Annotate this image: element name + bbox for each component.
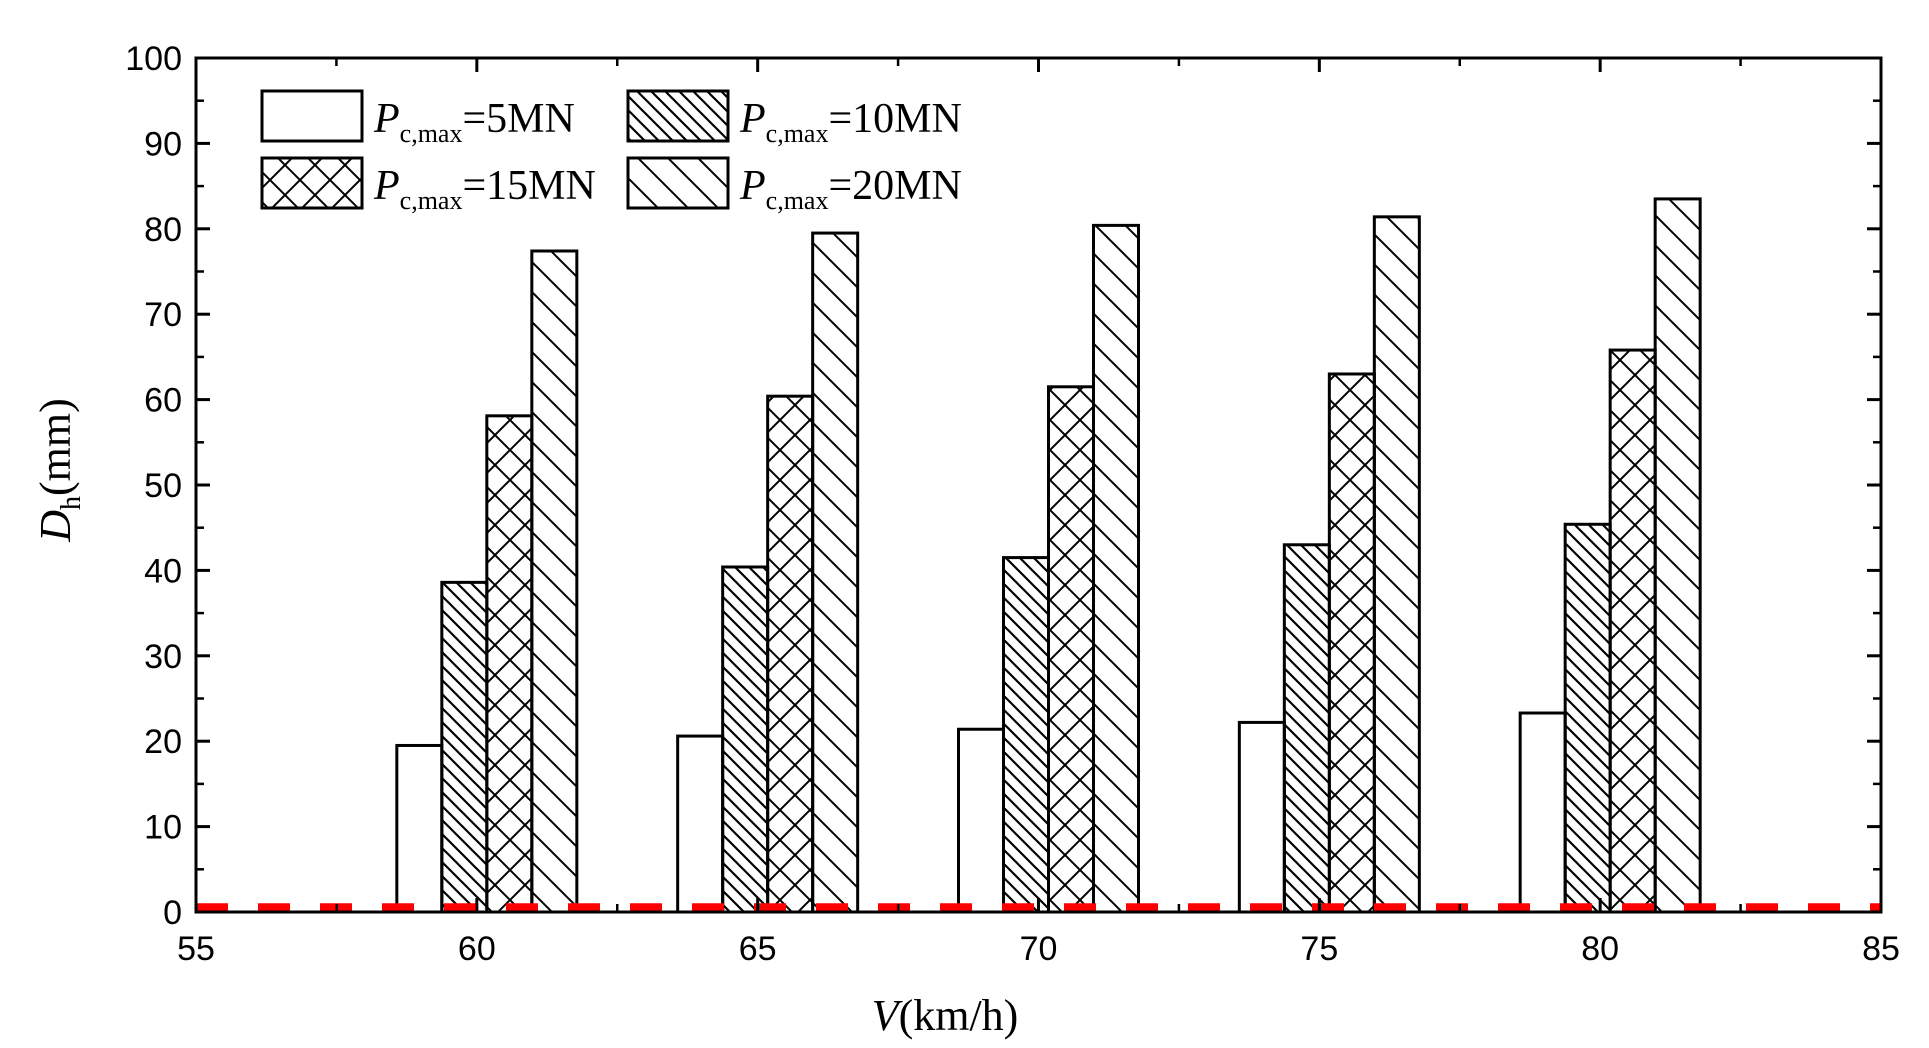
- legend-swatch-4: [626, 156, 730, 210]
- bar-60-series-1: [395, 743, 444, 914]
- y-tick-label: 10: [144, 809, 182, 847]
- bar-65-series-4: [811, 231, 860, 914]
- legend-swatch-3: [260, 156, 364, 210]
- x-tick-label: 85: [1862, 930, 1900, 968]
- legend-swatch-1: [260, 89, 364, 143]
- x-axis-label: V(km/h): [872, 991, 1019, 1040]
- bar-60-series-3: [485, 414, 534, 914]
- x-tick-label: 60: [458, 930, 496, 968]
- bar-80-series-2: [1563, 522, 1612, 914]
- bar-75-series-3: [1327, 372, 1376, 914]
- bar-65-series-3: [766, 394, 815, 914]
- y-tick-label: 70: [144, 296, 182, 334]
- bar-75-series-1: [1237, 720, 1286, 914]
- y-tick-label: 40: [144, 552, 182, 590]
- bars-layer: [395, 197, 1702, 914]
- bar-65-series-2: [721, 565, 770, 914]
- y-tick-label: 90: [144, 125, 182, 163]
- legend: Pc,max=5MN Pc,max=10MN Pc,max=15MN Pc,max=2…: [260, 89, 962, 215]
- bar-70-series-4: [1092, 223, 1140, 914]
- bar-80-series-4: [1653, 197, 1702, 914]
- y-axis-label: Dh(mm): [31, 398, 87, 543]
- x-tick-label: 65: [739, 930, 777, 968]
- ticks-layer: 55 60 65 70 75 80 85 0 10 20 30 40 50 60 70 80 90 100: [125, 40, 1900, 968]
- y-tick-label: 20: [144, 723, 182, 761]
- bar-60-series-2: [440, 580, 489, 914]
- bar-80-series-1: [1518, 711, 1567, 914]
- x-tick-label: 75: [1300, 930, 1338, 968]
- bar-75-series-2: [1282, 543, 1331, 914]
- legend-swatch-2: [626, 89, 730, 143]
- x-tick-label: 70: [1020, 930, 1058, 968]
- legend-label-4: Pc,max=20MN: [739, 163, 962, 215]
- bar-80-series-3: [1608, 348, 1657, 914]
- y-tick-label: 0: [163, 894, 182, 932]
- bar-70-series-3: [1047, 385, 1095, 914]
- bar-75-series-4: [1372, 215, 1421, 914]
- x-tick-label: 55: [177, 930, 215, 968]
- y-tick-label: 100: [125, 40, 182, 78]
- y-tick-label: 30: [144, 638, 182, 676]
- y-tick-label: 60: [144, 382, 182, 420]
- bar-70-series-1: [957, 727, 1005, 914]
- bar-60-series-4: [530, 249, 579, 914]
- y-tick-label: 80: [144, 211, 182, 249]
- x-tick-label: 80: [1581, 930, 1619, 968]
- legend-label-3: Pc,max=15MN: [373, 163, 596, 215]
- bar-65-series-1: [676, 734, 725, 914]
- legend-label-1: Pc,max=5MN: [373, 96, 575, 148]
- bar-70-series-2: [1002, 556, 1050, 914]
- y-tick-label: 50: [144, 467, 182, 505]
- legend-label-2: Pc,max=10MN: [739, 96, 962, 148]
